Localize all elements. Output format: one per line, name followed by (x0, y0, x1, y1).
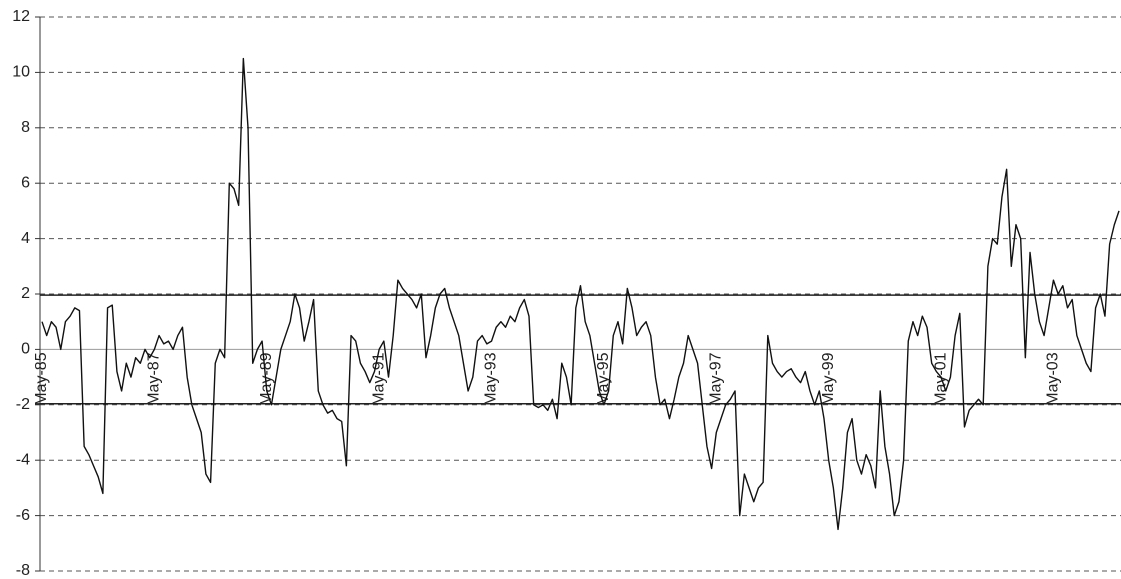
x-tick-label: May-91 (370, 352, 387, 405)
y-tick-label: -4 (16, 451, 30, 468)
y-tick-label: -2 (16, 396, 30, 413)
y-tick-label: 4 (21, 230, 30, 247)
y-tick-label: -6 (16, 507, 30, 524)
y-tick-label: 12 (12, 8, 30, 25)
y-tick-label: 0 (21, 341, 30, 358)
y-tick-label: 6 (21, 174, 30, 191)
x-tick-label: May-85 (33, 352, 50, 405)
x-tick-label: May-89 (258, 352, 275, 405)
x-tick-label: May-97 (708, 352, 725, 405)
y-tick-label: -8 (16, 562, 30, 579)
x-tick-label: May-01 (932, 352, 949, 405)
x-tick-label: May-93 (483, 352, 500, 405)
y-tick-label: 8 (21, 119, 30, 136)
y-tick-label: 2 (21, 285, 30, 302)
x-tick-label: May-87 (146, 352, 163, 405)
y-tick-label: 10 (12, 64, 30, 81)
x-tick-label: May-99 (820, 352, 837, 405)
x-tick-label: May-03 (1045, 352, 1062, 405)
data-line (41, 57, 1120, 531)
